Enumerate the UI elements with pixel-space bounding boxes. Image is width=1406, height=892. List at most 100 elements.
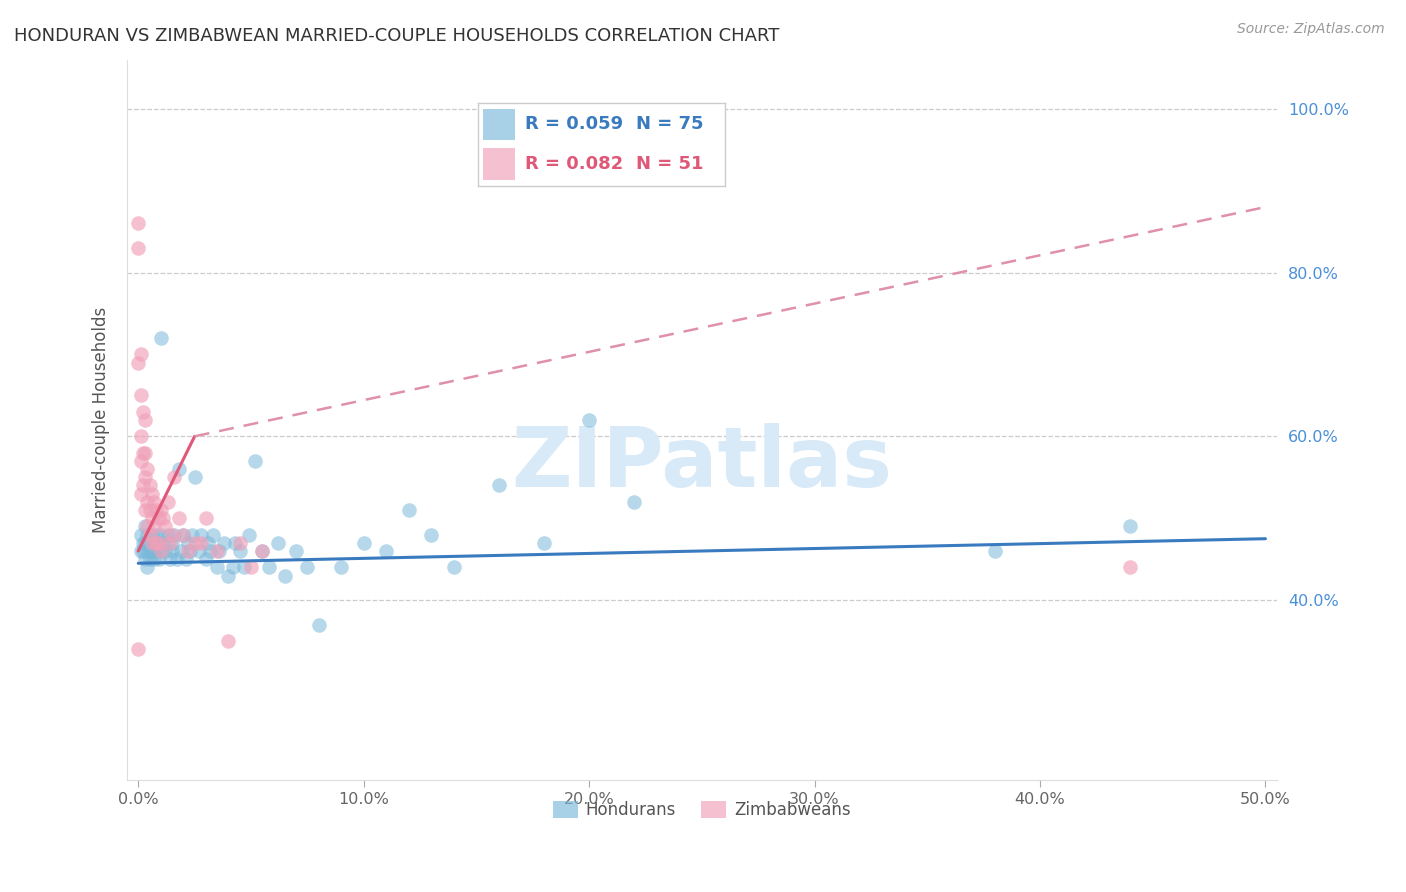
Point (138, 536, 160, 550)
Point (1119, 560, 1142, 574)
Point (1119, 519, 1142, 533)
Point (132, 478, 155, 492)
Point (205, 544, 228, 558)
Point (134, 536, 156, 550)
Point (127, 241, 149, 255)
Point (159, 552, 181, 566)
Point (160, 527, 183, 541)
Point (245, 454, 267, 468)
Point (127, 216, 149, 230)
Point (488, 478, 510, 492)
Point (174, 552, 197, 566)
Text: HONDURAN VS ZIMBABWEAN MARRIED-COUPLE HOUSEHOLDS CORRELATION CHART: HONDURAN VS ZIMBABWEAN MARRIED-COUPLE HO… (14, 27, 779, 45)
Point (136, 462, 159, 476)
Point (172, 527, 194, 541)
Point (152, 511, 174, 525)
Point (148, 511, 170, 525)
Point (149, 527, 172, 541)
Point (145, 544, 167, 558)
Point (159, 536, 181, 550)
Point (156, 527, 179, 541)
Point (145, 536, 167, 550)
Point (353, 536, 375, 550)
Point (194, 552, 217, 566)
Point (129, 486, 152, 500)
Point (252, 544, 274, 558)
Point (224, 536, 246, 550)
Point (138, 544, 160, 558)
Point (134, 552, 156, 566)
Point (138, 552, 160, 566)
Point (201, 527, 224, 541)
Point (141, 536, 163, 550)
Point (141, 527, 163, 541)
Point (267, 536, 290, 550)
Point (143, 536, 166, 550)
Point (205, 560, 228, 574)
Point (194, 511, 217, 525)
Point (308, 617, 330, 632)
Point (134, 519, 156, 533)
Point (208, 544, 231, 558)
Point (134, 503, 156, 517)
Point (375, 544, 398, 558)
Y-axis label: Married-couple Households: Married-couple Households (93, 307, 110, 533)
Point (134, 470, 156, 484)
Point (257, 560, 280, 574)
Point (181, 527, 204, 541)
Point (143, 552, 166, 566)
Point (190, 527, 212, 541)
Point (138, 478, 160, 492)
Point (160, 544, 183, 558)
Point (167, 511, 190, 525)
Point (141, 511, 163, 525)
Point (217, 568, 239, 582)
Point (148, 552, 170, 566)
Point (136, 519, 159, 533)
Point (533, 536, 555, 550)
Point (129, 527, 152, 541)
Point (217, 634, 239, 648)
Point (145, 503, 167, 517)
Point (127, 642, 149, 657)
Point (623, 495, 645, 509)
Point (228, 536, 250, 550)
Point (212, 536, 235, 550)
Point (127, 356, 149, 370)
Point (129, 347, 152, 361)
Point (190, 536, 212, 550)
Point (222, 560, 245, 574)
Point (134, 446, 156, 460)
Point (163, 527, 186, 541)
Point (197, 536, 219, 550)
Point (143, 519, 166, 533)
Point (155, 544, 177, 558)
Point (148, 536, 170, 550)
Point (138, 503, 160, 517)
Point (136, 495, 159, 509)
Point (129, 388, 152, 402)
Point (145, 527, 167, 541)
Point (134, 413, 156, 427)
Point (285, 544, 308, 558)
Point (141, 486, 163, 500)
Point (163, 470, 186, 484)
Text: ZIPatlas: ZIPatlas (512, 423, 893, 504)
Point (132, 536, 155, 550)
Point (156, 495, 179, 509)
Point (136, 527, 159, 541)
Point (398, 503, 420, 517)
Point (252, 544, 274, 558)
Point (188, 544, 211, 558)
Point (129, 429, 152, 443)
Point (228, 544, 250, 558)
Point (141, 544, 163, 558)
Point (240, 560, 263, 574)
Point (420, 527, 443, 541)
Point (136, 560, 159, 574)
Point (238, 527, 260, 541)
Point (132, 544, 155, 558)
Text: Source: ZipAtlas.com: Source: ZipAtlas.com (1237, 22, 1385, 37)
Point (177, 544, 200, 558)
Point (984, 544, 1007, 558)
